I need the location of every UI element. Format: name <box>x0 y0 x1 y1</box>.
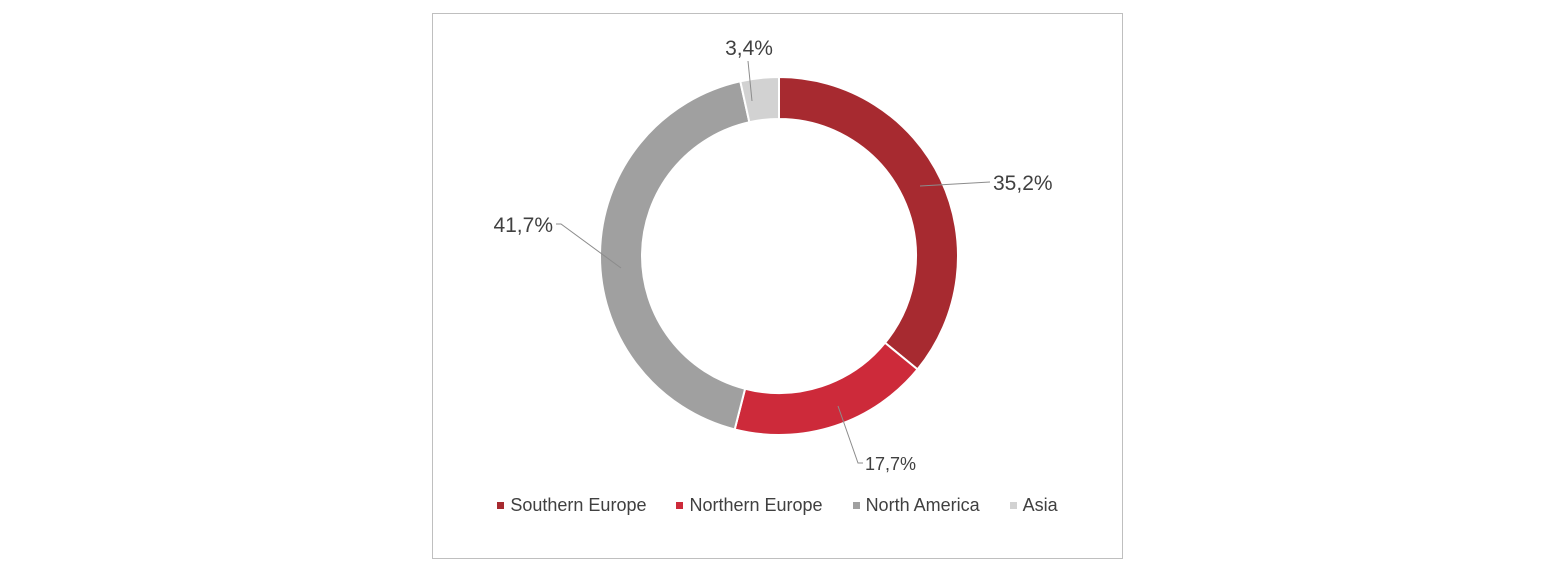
data-labels: 35,2% 17,7% 41,7% 3,4% <box>493 37 1052 474</box>
legend-swatch <box>497 502 505 509</box>
data-label: 3,4% <box>725 37 773 60</box>
leader-line <box>747 60 753 102</box>
leader-line <box>837 405 863 464</box>
legend-item-asia: Asia <box>1009 495 1058 516</box>
leader-lines <box>556 60 991 464</box>
legend-label: Asia <box>1022 495 1058 515</box>
donut-slice-north-america <box>599 80 751 431</box>
legend-item-northern-europe: Northern Europe <box>676 495 823 516</box>
chart-frame: 35,2% 17,7% 41,7% 3,4% Southern Europe Nort… <box>432 13 1123 559</box>
data-label: 35,2% <box>993 172 1053 195</box>
legend-label: North America <box>865 495 980 515</box>
leader-line <box>919 181 991 187</box>
legend-swatch <box>1009 502 1017 509</box>
legend-swatch <box>676 502 684 509</box>
donut-slice-southern-europe <box>778 75 959 371</box>
leader-line <box>556 223 622 269</box>
legend-label: Southern Europe <box>510 495 647 515</box>
legend-item-southern-europe: Southern Europe <box>497 495 646 516</box>
legend-label: Northern Europe <box>689 495 823 515</box>
data-label: 41,7% <box>493 214 553 237</box>
legend-swatch <box>852 502 860 509</box>
legend: Southern Europe Northern Europe North Am… <box>433 495 1122 516</box>
data-label: 17,7% <box>865 454 916 474</box>
legend-item-north-america: North America <box>852 495 980 516</box>
donut-slice-asia <box>739 75 780 124</box>
donut-slice-northern-europe <box>733 341 919 436</box>
donut-slices <box>599 75 959 436</box>
donut-chart: 35,2% 17,7% 41,7% 3,4% <box>493 37 1052 474</box>
